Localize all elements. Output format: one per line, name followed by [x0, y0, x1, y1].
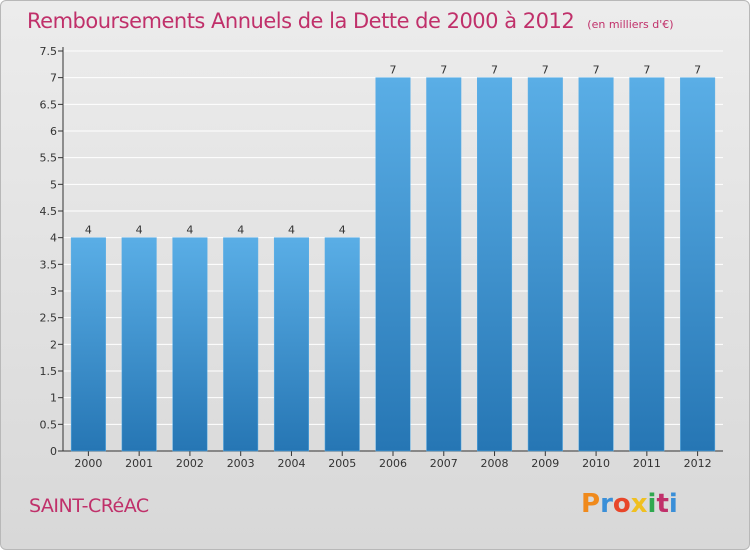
x-tick-label-2010: 2010	[582, 457, 610, 470]
y-tick-label: 6.5	[40, 98, 58, 111]
tick-labels: 0 0.5 1 1.5 2 2.5 3 3.5 4 4.5 5 5.5 6 6.5 7 7.5 2000 2001…	[40, 45, 712, 470]
data-label-2007: 7	[440, 64, 447, 77]
data-label-2003: 4	[237, 224, 244, 237]
y-tick-label: 1	[50, 392, 57, 405]
bar-2012	[680, 77, 716, 452]
data-label-2010: 7	[593, 64, 600, 77]
x-tick-label-2003: 2003	[227, 457, 255, 470]
brand-logo: Proxiti	[581, 489, 678, 519]
x-tick-label-2012: 2012	[684, 457, 712, 470]
y-tick-label: 4	[50, 232, 57, 245]
y-tick-label: 4.5	[40, 205, 58, 218]
bar-2004	[273, 237, 309, 452]
x-tick-label-2000: 2000	[74, 457, 102, 470]
y-tick-label: 5.5	[40, 152, 58, 165]
data-label-2005: 4	[339, 224, 346, 237]
x-tick-label-2001: 2001	[125, 457, 153, 470]
brand-letter: o	[612, 489, 631, 519]
y-tick-label: 2	[50, 338, 57, 351]
bar-2002	[172, 237, 208, 452]
data-label-2011: 7	[643, 64, 650, 77]
brand-letter: P	[581, 489, 601, 519]
y-tick-label: 0.5	[40, 418, 58, 431]
bars	[70, 77, 716, 452]
bar-2011	[629, 77, 665, 452]
bar-2007	[426, 77, 462, 452]
y-tick-label: 2.5	[40, 312, 58, 325]
data-label-2002: 4	[186, 224, 193, 237]
y-tick-label: 3	[50, 285, 57, 298]
x-tick-label-2009: 2009	[531, 457, 559, 470]
x-tick-label-2011: 2011	[633, 457, 661, 470]
y-tick-label: 0	[50, 445, 57, 458]
x-tick-label-2006: 2006	[379, 457, 407, 470]
brand-letter: i	[668, 489, 678, 519]
data-label-2001: 4	[136, 224, 143, 237]
data-label-2012: 7	[694, 64, 701, 77]
chart-title: Remboursements Annuels de la Dette de 20…	[27, 9, 575, 33]
x-tick-label-2008: 2008	[481, 457, 509, 470]
data-label-2008: 7	[491, 64, 498, 77]
chart-title-row: Remboursements Annuels de la Dette de 20…	[27, 9, 674, 33]
x-tick-label-2005: 2005	[328, 457, 356, 470]
data-label-2004: 4	[288, 224, 295, 237]
y-tick-label: 7	[50, 72, 57, 85]
brand-letter: x	[630, 489, 648, 519]
y-tick-label: 6	[50, 125, 57, 138]
bar-2001	[121, 237, 157, 452]
bar-2000	[70, 237, 106, 452]
data-label-2006: 7	[390, 64, 397, 77]
y-tick-label: 5	[50, 178, 57, 191]
commune-name: SAINT-CRéAC	[29, 495, 149, 517]
data-label-2009: 7	[542, 64, 549, 77]
bar-2005	[324, 237, 360, 452]
chart-unit: (en milliers d'€)	[587, 18, 674, 31]
y-tick-label: 7.5	[40, 45, 58, 58]
brand-letter: r	[600, 489, 613, 519]
y-tick-label: 3.5	[40, 258, 58, 271]
brand-letter: t	[656, 489, 669, 519]
data-label-2000: 4	[85, 224, 92, 237]
x-tick-label-2007: 2007	[430, 457, 458, 470]
bar-2009	[527, 77, 563, 452]
x-tick-label-2004: 2004	[277, 457, 305, 470]
bar-2008	[477, 77, 513, 452]
bar-2003	[223, 237, 259, 452]
bar-2006	[375, 77, 411, 452]
brand-letter: i	[647, 489, 657, 519]
bar-2010	[578, 77, 614, 452]
data-labels: 4 4 4 4 4 4 7 7 7 7 7 7 7	[85, 64, 701, 237]
y-tick-label: 1.5	[40, 365, 58, 378]
x-tick-label-2002: 2002	[176, 457, 204, 470]
